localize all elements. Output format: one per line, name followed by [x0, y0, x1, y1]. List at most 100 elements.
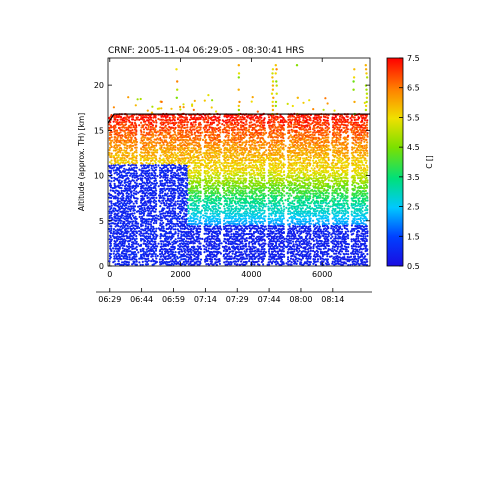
- data-point: [169, 260, 172, 263]
- data-point: [236, 119, 239, 122]
- data-point: [140, 253, 143, 257]
- data-point: [166, 181, 169, 184]
- data-point: [153, 201, 156, 204]
- data-point: [118, 202, 121, 205]
- data-point: [174, 116, 177, 119]
- data-point: [149, 201, 152, 205]
- data-point: [147, 212, 150, 215]
- data-point: [203, 120, 206, 123]
- data-point: [176, 228, 179, 231]
- data-point: [238, 222, 241, 225]
- data-point: [110, 204, 113, 207]
- data-point: [135, 186, 138, 189]
- data-point: [110, 154, 113, 157]
- data-point: [234, 123, 237, 126]
- data-point: [179, 186, 182, 189]
- data-point: [197, 156, 200, 160]
- data-point: [187, 206, 190, 210]
- data-point: [108, 126, 111, 129]
- data-point: [134, 162, 137, 165]
- data-point: [140, 147, 143, 150]
- data-point: [149, 184, 152, 187]
- data-point: [193, 166, 196, 169]
- data-point: [154, 128, 157, 131]
- data-point: [204, 187, 208, 190]
- data-point: [140, 256, 144, 259]
- data-point: [157, 242, 160, 245]
- data-point: [114, 177, 117, 181]
- data-point: [147, 257, 150, 260]
- data-point: [174, 148, 177, 151]
- data-point: [175, 121, 178, 124]
- data-point: [114, 185, 117, 188]
- data-point: [210, 233, 213, 236]
- data-point: [133, 189, 136, 192]
- data-point: [190, 139, 193, 142]
- data-point: [163, 212, 167, 215]
- data-point: [251, 222, 254, 225]
- data-point: [185, 262, 188, 265]
- data-point: [129, 220, 132, 223]
- data-point: [133, 176, 136, 179]
- data-point: [196, 137, 199, 140]
- data-point: [132, 144, 135, 147]
- data-point: [242, 174, 245, 177]
- data-point: [186, 129, 189, 132]
- data-point: [113, 166, 116, 169]
- data-point: [159, 205, 162, 208]
- data-point: [110, 229, 113, 232]
- data-point: [239, 134, 242, 137]
- data-point: [184, 220, 187, 223]
- data-point: [212, 127, 215, 130]
- data-point: [207, 177, 210, 180]
- data-point: [110, 180, 113, 183]
- data-point: [199, 242, 202, 245]
- data-point: [118, 186, 121, 189]
- data-point: [166, 192, 169, 195]
- data-point: [118, 149, 121, 152]
- data-point: [234, 161, 237, 165]
- data-point: [138, 124, 141, 127]
- data-point: [216, 169, 219, 172]
- data-point: [226, 147, 229, 150]
- data-point: [183, 238, 186, 241]
- data-point: [250, 121, 253, 124]
- data-point: [147, 126, 150, 129]
- data-point: [142, 214, 145, 217]
- data-point: [131, 141, 134, 144]
- data-point: [153, 166, 156, 169]
- data-point: [178, 182, 181, 186]
- data-point: [121, 176, 124, 179]
- data-point: [187, 245, 190, 248]
- data-point: [163, 207, 166, 210]
- data-point: [209, 212, 212, 215]
- data-point: [142, 131, 146, 134]
- data-point: [150, 225, 153, 228]
- data-point: [139, 177, 142, 180]
- data-point: [129, 121, 132, 124]
- data-point: [254, 177, 257, 180]
- data-point: [126, 202, 129, 205]
- data-point: [148, 214, 151, 217]
- data-point: [255, 180, 258, 183]
- data-point: [206, 194, 209, 198]
- data-point: [258, 148, 261, 151]
- data-point: [129, 209, 132, 213]
- data-point: [197, 210, 200, 213]
- data-point: [153, 146, 156, 150]
- data-point: [190, 177, 193, 180]
- data-point: [207, 128, 211, 131]
- data-point: [218, 177, 221, 180]
- data-point: [233, 131, 236, 135]
- data-point: [199, 174, 202, 177]
- data-point: [196, 149, 199, 152]
- data-point: [190, 131, 193, 134]
- data-point: [160, 255, 163, 258]
- data-point: [123, 129, 126, 132]
- data-point: [117, 249, 120, 252]
- data-point: [111, 218, 114, 221]
- data-point: [214, 190, 217, 193]
- data-point: [142, 197, 145, 200]
- data-point: [224, 209, 227, 212]
- data-point: [184, 251, 187, 254]
